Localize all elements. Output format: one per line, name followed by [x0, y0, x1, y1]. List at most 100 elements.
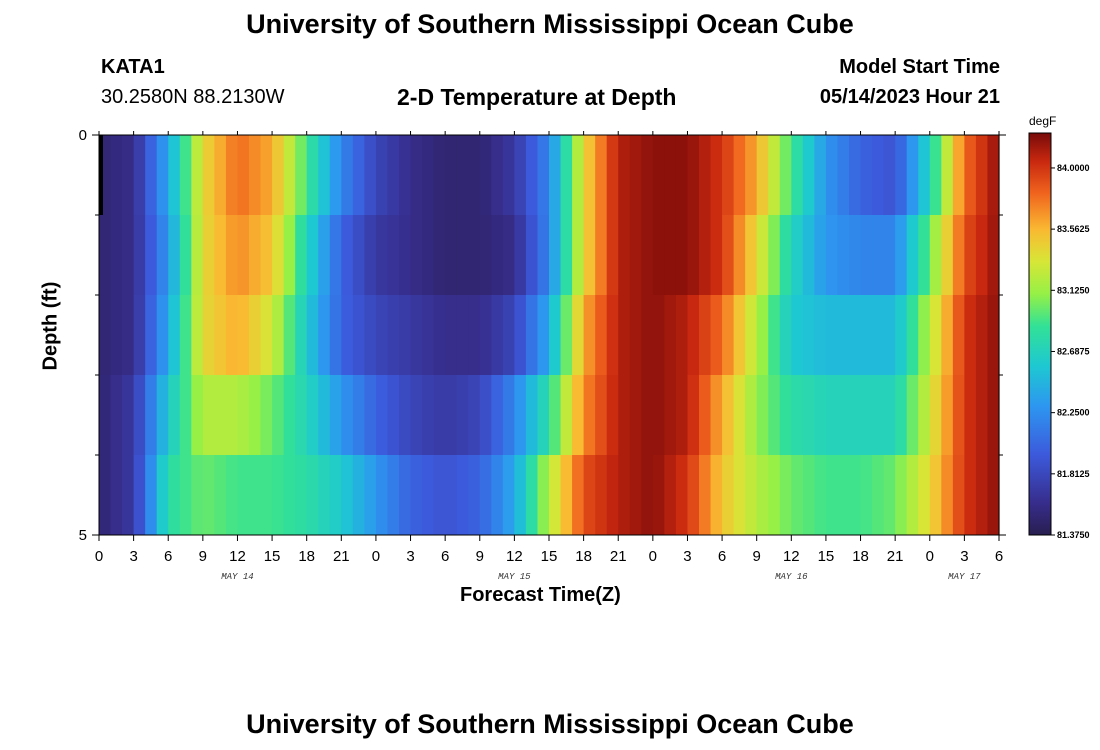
heatmap-cell [941, 215, 954, 296]
heatmap-cell [687, 455, 700, 536]
heatmap-cell [399, 375, 412, 456]
colorbar-tick-label: 81.8125 [1057, 469, 1090, 479]
heatmap-cell [664, 135, 677, 216]
heatmap-cell [652, 455, 665, 536]
heatmap-cell [572, 375, 585, 456]
colorbar-unit-label: degF [1029, 114, 1056, 128]
heatmap-cell [179, 215, 192, 296]
heatmap-cell [422, 135, 435, 216]
heatmap-cell [952, 215, 965, 296]
heatmap-cell [249, 215, 262, 296]
heatmap-cell [364, 215, 377, 296]
y-tick-label: 0 [79, 127, 87, 144]
heatmap-cell [202, 135, 215, 216]
heatmap-cell [399, 215, 412, 296]
heatmap-cell [249, 455, 262, 536]
heatmap-cell [652, 295, 665, 376]
heatmap-cell [422, 375, 435, 456]
heatmap-cell [952, 375, 965, 456]
heatmap-cell [399, 135, 412, 216]
heatmap-cell [352, 295, 365, 376]
heatmap-cell [283, 455, 296, 536]
heatmap-cell [214, 455, 227, 536]
heatmap-cell [306, 455, 319, 536]
heatmap-cell [733, 295, 746, 376]
heatmap-cell [652, 135, 665, 216]
heatmap-cell [272, 215, 285, 296]
heatmap-cell [629, 455, 642, 536]
heatmap-cell [295, 135, 308, 216]
heatmap-cell [283, 295, 296, 376]
heatmap-cell [895, 135, 908, 216]
heatmap-cell [745, 295, 758, 376]
heatmap-cell [179, 135, 192, 216]
heatmap-cell [145, 295, 158, 376]
heatmap-cell [225, 295, 239, 376]
heatmap-cell [710, 295, 723, 376]
heatmap-cell [802, 295, 815, 376]
heatmap-cell [491, 215, 504, 296]
heatmap-cell [675, 135, 689, 216]
heatmap-cell [929, 295, 942, 376]
heatmap-cell [456, 135, 469, 216]
heatmap-cell [525, 295, 539, 376]
heatmap-cell [433, 295, 446, 376]
heatmap-cell [629, 295, 642, 376]
heatmap-cell [133, 215, 146, 296]
heatmap-cell [318, 455, 331, 536]
heatmap-cell [410, 215, 423, 296]
heatmap-cell [883, 455, 896, 536]
heatmap-cell [352, 375, 365, 456]
heatmap-cell [560, 295, 573, 376]
heatmap-cell [952, 135, 965, 216]
heatmap-cell [202, 295, 215, 376]
heatmap-cell [664, 215, 677, 296]
heatmap-cell [260, 375, 273, 456]
heatmap-cell [306, 215, 319, 296]
heatmap-cell [618, 295, 631, 376]
heatmap-cell [549, 375, 562, 456]
heatmap-cell [549, 295, 562, 376]
heatmap-cell [560, 455, 573, 536]
heatmap-cell [745, 135, 758, 216]
heatmap-cell [699, 375, 712, 456]
heatmap-cell [341, 295, 354, 376]
heatmap-cell [260, 135, 273, 216]
heatmap-cell [860, 375, 873, 456]
heatmap-cell [975, 375, 989, 456]
heatmap-cell [768, 455, 781, 536]
heatmap-cell [722, 375, 735, 456]
heatmap-cell [745, 455, 758, 536]
heatmap-cell [202, 455, 215, 536]
heatmap-cell [964, 135, 977, 216]
heatmap-cell [479, 375, 492, 456]
heatmap-cell [652, 215, 665, 296]
heatmap-cell [375, 455, 389, 536]
heatmap-cell [699, 295, 712, 376]
heatmap-cell [918, 135, 931, 216]
heatmap-cell [549, 135, 562, 216]
heatmap-cell [779, 375, 792, 456]
heatmap-cell [237, 375, 250, 456]
heatmap-cell [502, 455, 515, 536]
heatmap-cell [214, 215, 227, 296]
heatmap-cell [479, 135, 492, 216]
heatmap-cell [237, 215, 250, 296]
heatmap-cell [375, 295, 389, 376]
heatmap-cell [814, 455, 827, 536]
heatmap-cell [525, 215, 539, 296]
heatmap-cell [987, 295, 1000, 376]
heatmap-cell [410, 295, 423, 376]
heatmap-cell [629, 215, 642, 296]
heatmap-cell [687, 375, 700, 456]
heatmap-cell [595, 135, 608, 216]
heatmap-cell [791, 215, 804, 296]
heatmap-cell [410, 135, 423, 216]
heatmap-cell [710, 375, 723, 456]
x-tick-label: 0 [926, 548, 934, 565]
heatmap-cell [618, 135, 631, 216]
heatmap-cell [468, 455, 481, 536]
heatmap-cell [583, 135, 596, 216]
x-tick-label: 15 [264, 548, 281, 565]
heatmap-cell [133, 135, 146, 216]
